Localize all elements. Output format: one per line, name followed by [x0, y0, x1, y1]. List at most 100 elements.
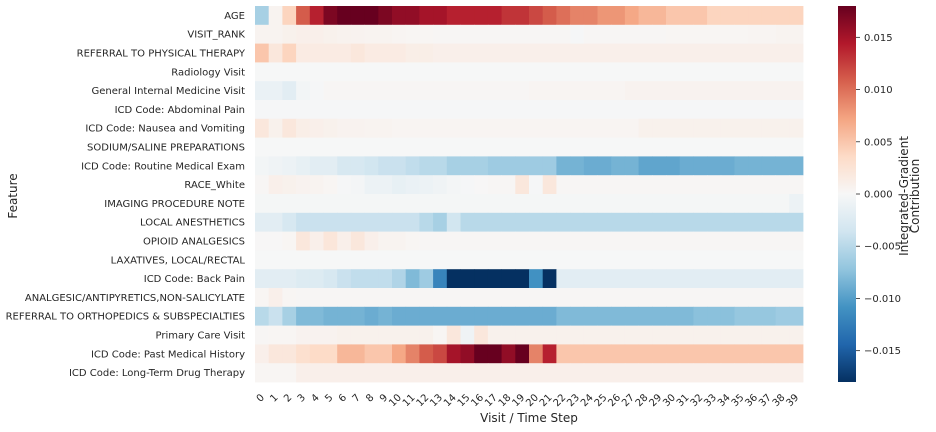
heatmap-cell	[446, 81, 461, 101]
heatmap-cell	[515, 156, 530, 176]
heatmap-cell	[775, 24, 790, 44]
row-label: ANALGESIC/ANTIPYRETICS,NON-SALICYLATE	[25, 293, 245, 304]
heatmap-cell	[460, 156, 475, 176]
heatmap-cell	[611, 363, 626, 383]
row-label: OPIOID ANALGESICS	[143, 237, 245, 248]
row-label: REFERRAL TO ORTHOPEDICS & SUBSPECIALTIES	[6, 312, 245, 323]
column-label: 7	[351, 392, 363, 404]
heatmap-cell	[487, 363, 502, 383]
heatmap-cell	[775, 212, 790, 232]
heatmap-cell	[638, 81, 653, 101]
heatmap-cell	[419, 344, 434, 364]
heatmap-cell	[405, 194, 420, 214]
heatmap-cell	[487, 62, 502, 82]
heatmap-cell	[679, 212, 694, 232]
heatmap-cell	[282, 62, 297, 82]
heatmap-cell	[693, 231, 708, 251]
heatmap-cell	[789, 231, 804, 251]
heatmap-cell	[583, 288, 598, 308]
heatmap-cell	[487, 250, 502, 270]
heatmap-cell	[789, 250, 804, 270]
heatmap-cell	[474, 325, 489, 345]
heatmap-cell	[556, 43, 571, 63]
heatmap-cell	[364, 6, 379, 26]
heatmap-cell	[337, 6, 352, 26]
heatmap-cell	[296, 62, 311, 82]
heatmap-cell	[789, 62, 804, 82]
heatmap-cell	[529, 100, 544, 120]
heatmap-cell	[542, 81, 557, 101]
heatmap-cell	[748, 250, 763, 270]
heatmap-cell	[309, 250, 324, 270]
heatmap-cell	[515, 137, 530, 157]
colorbar-tick-label: 0.015	[864, 33, 893, 44]
heatmap-cell	[515, 325, 530, 345]
heatmap-cell	[789, 24, 804, 44]
heatmap-cell	[761, 231, 776, 251]
heatmap-cell	[570, 43, 585, 63]
heatmap-cell	[337, 81, 352, 101]
heatmap-cell	[693, 24, 708, 44]
heatmap-cell	[350, 288, 365, 308]
heatmap-cell	[748, 118, 763, 138]
y-axis-label: Feature	[6, 173, 20, 218]
heatmap-cell	[282, 81, 297, 101]
heatmap-cell	[583, 231, 598, 251]
heatmap-cell	[720, 6, 735, 26]
heatmap-cell	[611, 325, 626, 345]
heatmap-cell	[693, 269, 708, 289]
heatmap-cell	[255, 100, 270, 120]
heatmap-cell	[337, 137, 352, 157]
heatmap-cell	[378, 212, 393, 232]
heatmap-cell	[433, 43, 448, 63]
heatmap-cell	[611, 118, 626, 138]
heatmap-cell	[734, 156, 749, 176]
heatmap-cell	[364, 156, 379, 176]
heatmap-cell	[556, 250, 571, 270]
heatmap-cell	[542, 212, 557, 232]
heatmap-cell	[487, 175, 502, 195]
heatmap-cell	[392, 156, 407, 176]
heatmap-cell	[337, 269, 352, 289]
heatmap-cell	[583, 306, 598, 326]
heatmap-cell	[405, 288, 420, 308]
heatmap-cell	[487, 288, 502, 308]
heatmap-cell	[583, 344, 598, 364]
heatmap-cell	[364, 363, 379, 383]
row-label: ICD Code: Routine Medical Exam	[81, 161, 245, 172]
colorbar-ticks: 0.015 0.010 0.005 0.000 −0.005 −0.010 −0.015	[856, 33, 901, 357]
heatmap-cell	[501, 269, 516, 289]
heatmap-cell	[761, 137, 776, 157]
heatmap-cell	[597, 288, 612, 308]
heatmap-cell	[529, 81, 544, 101]
heatmap-cell	[707, 194, 722, 214]
heatmap-cell	[542, 6, 557, 26]
heatmap-cell	[638, 306, 653, 326]
heatmap-cell	[364, 81, 379, 101]
heatmap-cell	[515, 62, 530, 82]
heatmap-cell	[679, 306, 694, 326]
heatmap-cell	[748, 344, 763, 364]
heatmap-cell	[268, 6, 283, 26]
heatmap-cell	[529, 325, 544, 345]
heatmap-cell	[501, 156, 516, 176]
heatmap-cell	[529, 306, 544, 326]
row-label: ICD Code: Long-Term Drug Therapy	[69, 368, 245, 379]
heatmap-cell	[501, 306, 516, 326]
heatmap-cell	[309, 269, 324, 289]
heatmap-cell	[666, 6, 681, 26]
heatmap-cell	[433, 344, 448, 364]
heatmap-cell	[296, 24, 311, 44]
heatmap-cell	[666, 231, 681, 251]
heatmap-cell	[611, 250, 626, 270]
heatmap-cell	[364, 194, 379, 214]
heatmap-cell	[392, 43, 407, 63]
heatmap-cell	[323, 194, 338, 214]
column-label: 2	[282, 392, 294, 404]
heatmap-cell	[474, 288, 489, 308]
heatmap-cell	[666, 194, 681, 214]
heatmap-cell	[583, 156, 598, 176]
heatmap-cell	[460, 344, 475, 364]
heatmap-cell	[707, 363, 722, 383]
heatmap-cell	[693, 344, 708, 364]
